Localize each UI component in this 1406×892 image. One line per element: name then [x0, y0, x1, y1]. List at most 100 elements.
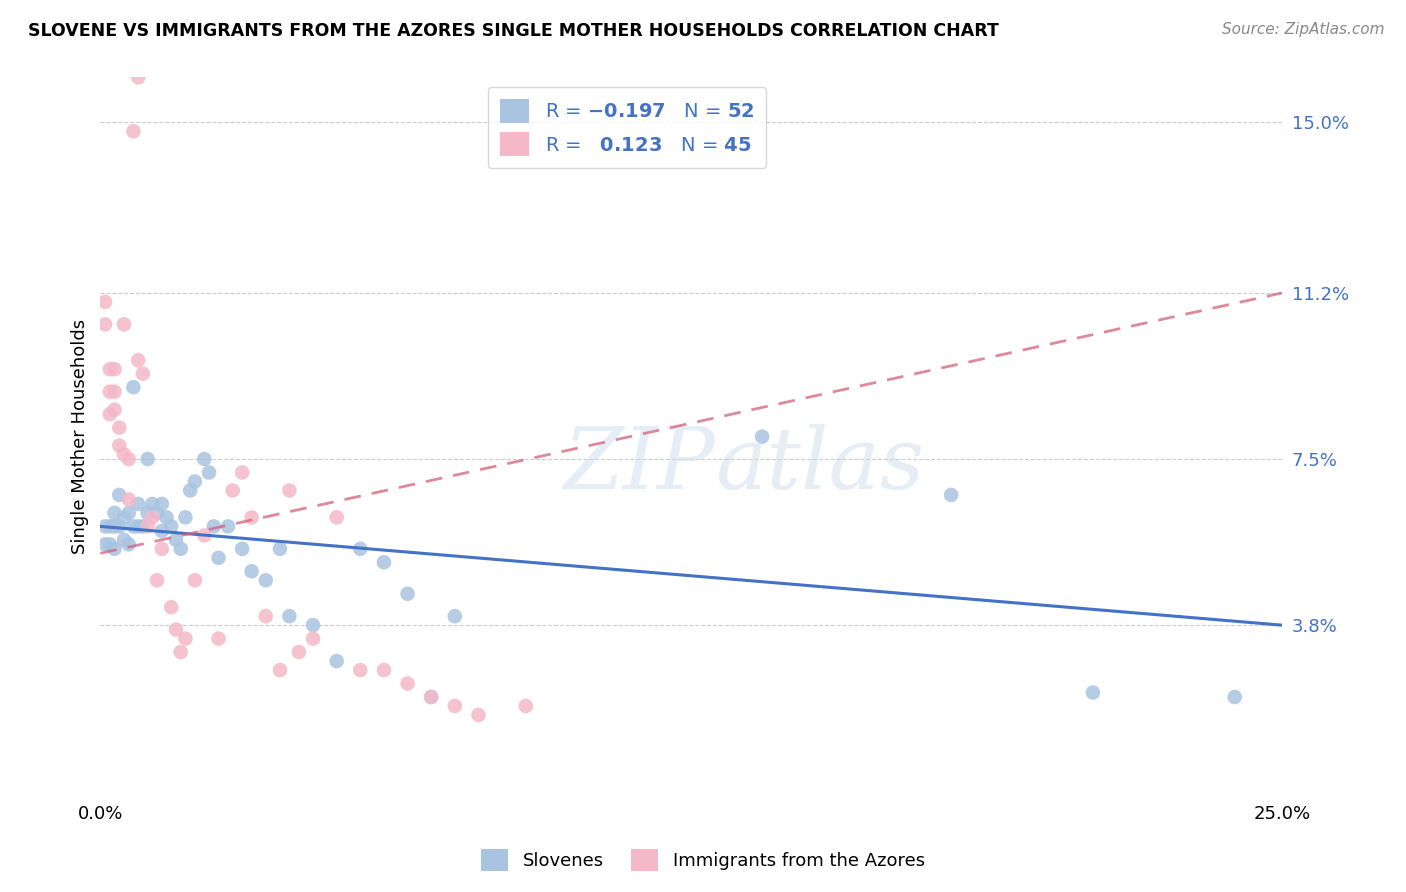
Point: [217, 519, 239, 533]
Point: [112, 448, 135, 462]
Point: [108, 420, 131, 434]
Point: [443, 698, 465, 713]
Point: [349, 663, 371, 677]
Legend: Slovenes, Immigrants from the Azores: Slovenes, Immigrants from the Azores: [474, 842, 932, 879]
Point: [155, 510, 177, 524]
Point: [98, 537, 121, 551]
Point: [98, 407, 121, 421]
Point: [179, 483, 201, 498]
Point: [302, 618, 325, 632]
Point: [141, 497, 163, 511]
Point: [103, 519, 125, 533]
Point: [349, 541, 371, 556]
Point: [127, 70, 149, 85]
Point: [160, 519, 183, 533]
Point: [132, 519, 155, 533]
Point: [373, 663, 395, 677]
Point: [443, 609, 465, 624]
Text: atlas: atlas: [714, 424, 924, 507]
Text: ZIP: ZIP: [562, 424, 714, 507]
Point: [112, 510, 135, 524]
Point: [160, 600, 183, 615]
Point: [269, 663, 291, 677]
Point: [122, 519, 145, 533]
Point: [127, 519, 149, 533]
Point: [170, 645, 193, 659]
Point: [165, 623, 187, 637]
Point: [98, 362, 121, 376]
Point: [108, 439, 131, 453]
Point: [373, 555, 395, 569]
Point: [184, 574, 207, 588]
Point: [108, 519, 131, 533]
Point: [515, 698, 537, 713]
Point: [112, 318, 135, 332]
Point: [254, 574, 277, 588]
Point: [108, 488, 131, 502]
Point: [118, 506, 141, 520]
Point: [112, 533, 135, 547]
Point: [302, 632, 325, 646]
Point: [325, 654, 347, 668]
Point: [269, 541, 291, 556]
Point: [94, 537, 117, 551]
Text: Source: ZipAtlas.com: Source: ZipAtlas.com: [1222, 22, 1385, 37]
Point: [420, 690, 443, 704]
Point: [1081, 685, 1104, 699]
Point: [231, 466, 253, 480]
Point: [103, 362, 125, 376]
Point: [94, 294, 117, 309]
Legend: R = $\bf{-0.197}$   N = $\bf{52}$, R = $\bf{\ \ 0.123}$   N = $\bf{45}$: R = $\bf{-0.197}$ N = $\bf{52}$, R = $\b…: [488, 87, 766, 168]
Point: [207, 632, 229, 646]
Point: [174, 632, 197, 646]
Point: [240, 510, 263, 524]
Point: [103, 541, 125, 556]
Point: [122, 380, 145, 394]
Point: [122, 124, 145, 138]
Point: [165, 533, 187, 547]
Point: [939, 488, 962, 502]
Point: [98, 519, 121, 533]
Point: [207, 550, 229, 565]
Point: [132, 367, 155, 381]
Point: [103, 402, 125, 417]
Point: [202, 519, 225, 533]
Point: [254, 609, 277, 624]
Point: [136, 506, 159, 520]
Point: [396, 676, 419, 690]
Point: [198, 466, 221, 480]
Point: [136, 452, 159, 467]
Point: [150, 524, 173, 538]
Point: [193, 528, 215, 542]
Point: [288, 645, 311, 659]
Point: [221, 483, 243, 498]
Point: [396, 587, 419, 601]
Point: [193, 452, 215, 467]
Point: [94, 519, 117, 533]
Point: [118, 537, 141, 551]
Point: [146, 574, 169, 588]
Point: [420, 690, 443, 704]
Point: [141, 510, 163, 524]
Point: [146, 506, 169, 520]
Point: [103, 384, 125, 399]
Y-axis label: Single Mother Households: Single Mother Households: [72, 319, 89, 554]
Point: [118, 452, 141, 467]
Point: [150, 541, 173, 556]
Point: [231, 541, 253, 556]
Point: [98, 384, 121, 399]
Point: [240, 564, 263, 578]
Point: [136, 519, 159, 533]
Text: SLOVENE VS IMMIGRANTS FROM THE AZORES SINGLE MOTHER HOUSEHOLDS CORRELATION CHART: SLOVENE VS IMMIGRANTS FROM THE AZORES SI…: [28, 22, 1000, 40]
Point: [325, 510, 347, 524]
Point: [467, 708, 489, 723]
Point: [103, 506, 125, 520]
Point: [278, 483, 301, 498]
Point: [278, 609, 301, 624]
Point: [127, 353, 149, 368]
Point: [127, 497, 149, 511]
Point: [174, 510, 197, 524]
Point: [170, 541, 193, 556]
Point: [150, 497, 173, 511]
Point: [184, 475, 207, 489]
